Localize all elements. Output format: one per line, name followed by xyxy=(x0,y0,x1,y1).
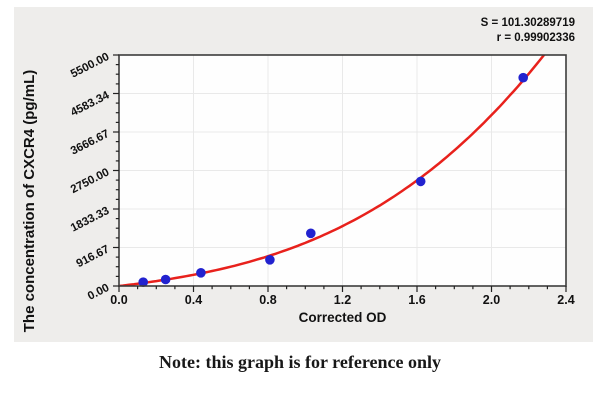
svg-text:916.67: 916.67 xyxy=(75,243,112,270)
x-tick-labels: 0.0 0.4 0.8 1.2 1.6 2.0 2.4 xyxy=(110,293,574,307)
svg-text:2.0: 2.0 xyxy=(483,293,500,307)
svg-text:4583.34: 4583.34 xyxy=(69,89,112,119)
stats-box: S = 101.30289719 r = 0.99902336 xyxy=(481,16,575,46)
svg-text:0.8: 0.8 xyxy=(259,293,276,307)
data-points xyxy=(138,72,528,288)
svg-text:2.4: 2.4 xyxy=(557,293,574,307)
data-point xyxy=(196,268,206,278)
svg-text:2750.00: 2750.00 xyxy=(69,166,111,196)
svg-text:1.6: 1.6 xyxy=(408,293,425,307)
svg-text:1.2: 1.2 xyxy=(334,293,351,307)
data-point xyxy=(306,228,316,239)
x-axis-title: Corrected OD xyxy=(298,310,387,325)
axis-ticks xyxy=(113,54,567,292)
svg-text:3666.67: 3666.67 xyxy=(69,128,111,158)
data-point xyxy=(265,255,275,265)
reference-note: Note: this graph is for reference only xyxy=(159,352,441,372)
data-point xyxy=(415,176,426,187)
gridlines xyxy=(119,55,566,286)
stat-r-value: r = 0.99902336 xyxy=(496,32,575,44)
standard-curve-plot: 0.0 0.4 0.8 1.2 1.6 2.0 2.4 0.00 916.67 1833.33 27… xyxy=(69,51,575,307)
data-point xyxy=(518,72,528,83)
chart-panel: 0.0 0.4 0.8 1.2 1.6 2.0 2.4 0.00 916.67 1833.33 27… xyxy=(14,7,593,342)
data-point xyxy=(160,274,171,285)
y-tick-labels: 0.00 916.67 1833.33 2750.00 3666.67 4583.34 55… xyxy=(69,51,112,303)
svg-text:1833.33: 1833.33 xyxy=(69,205,111,235)
svg-text:0.00: 0.00 xyxy=(86,282,111,303)
fit-curve xyxy=(119,55,546,286)
svg-text:0.4: 0.4 xyxy=(185,293,202,307)
y-axis-title: The concentration of CXCR4 (pg/mL) xyxy=(21,69,38,333)
data-point xyxy=(138,277,148,288)
svg-text:0.0: 0.0 xyxy=(110,293,127,307)
stat-s-value: S = 101.30289719 xyxy=(480,17,575,29)
svg-text:5500.00: 5500.00 xyxy=(69,51,111,81)
